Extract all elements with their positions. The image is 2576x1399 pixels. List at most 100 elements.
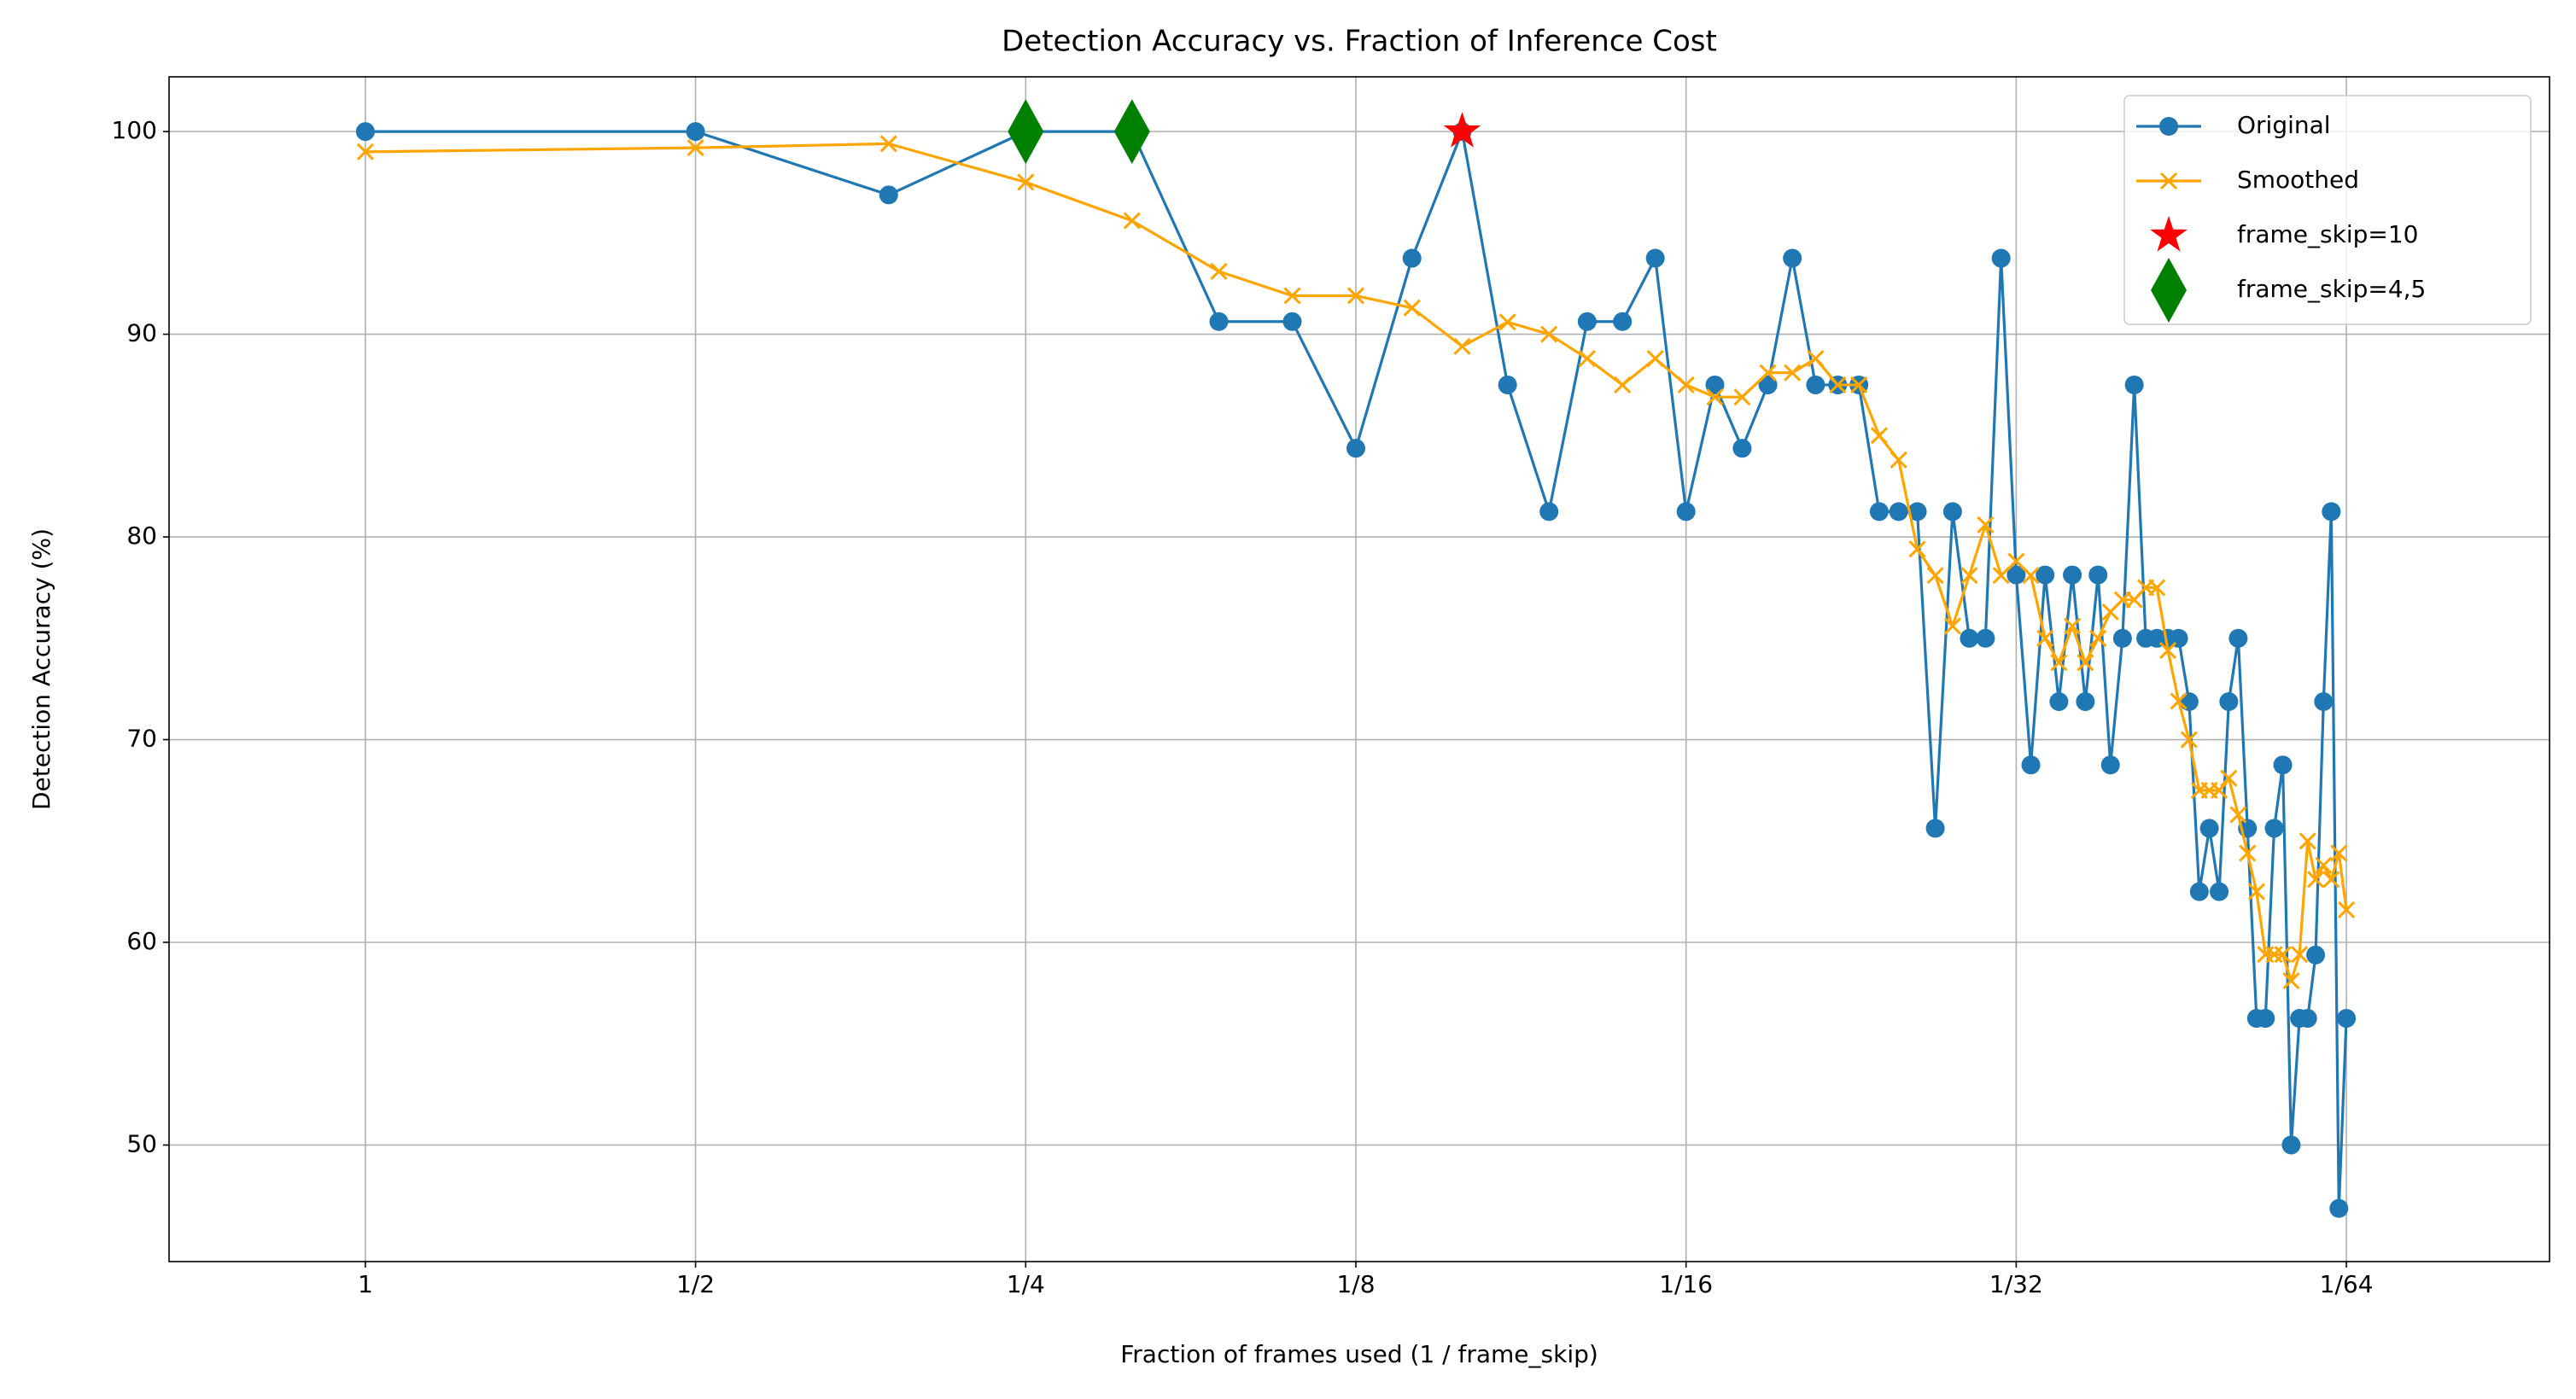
x-tick-label: 1/64 — [2320, 1270, 2374, 1298]
point — [1705, 375, 1725, 394]
legend-label: Original — [2237, 111, 2331, 139]
x-tick-label: 1/32 — [1989, 1270, 2043, 1298]
point — [2211, 781, 2228, 799]
point — [2148, 579, 2166, 597]
point — [2329, 1198, 2349, 1218]
legend-label: frame_skip=4,5 — [2237, 275, 2426, 303]
point — [1346, 439, 1365, 458]
point — [1977, 516, 1995, 533]
y-tick-label: 90 — [126, 319, 157, 347]
point — [1807, 350, 1825, 368]
point — [2322, 502, 2341, 522]
point — [1498, 375, 1517, 394]
point — [879, 135, 897, 153]
point — [686, 122, 705, 142]
point — [2273, 755, 2293, 775]
point — [2229, 806, 2247, 824]
point — [2291, 946, 2309, 964]
y-tick-label: 70 — [126, 725, 157, 753]
x-tick-label: 1 — [358, 1270, 373, 1298]
point — [1991, 248, 2011, 268]
point — [2170, 692, 2188, 710]
point — [2337, 1009, 2357, 1029]
point — [2282, 972, 2300, 990]
point — [2050, 654, 2068, 672]
point — [355, 122, 375, 142]
x-tick-label: 1/2 — [676, 1270, 715, 1298]
point — [1908, 540, 1926, 558]
point — [2089, 629, 2107, 647]
legend-label: Smoothed — [2237, 166, 2359, 194]
point — [2124, 375, 2144, 394]
point — [2100, 755, 2120, 775]
y-tick-label: 80 — [126, 522, 157, 550]
legend-marker — [2159, 117, 2178, 136]
point — [2021, 755, 2041, 775]
point — [1907, 502, 1927, 522]
point — [2036, 565, 2055, 585]
point — [1209, 312, 1229, 331]
point — [1676, 502, 1696, 522]
legend-label: frame_skip=10 — [2237, 220, 2418, 248]
point — [2219, 691, 2239, 711]
point — [1960, 567, 1978, 585]
point — [1943, 617, 1961, 635]
point — [1759, 364, 1777, 382]
point — [2022, 567, 2040, 585]
x-tick-label: 1/16 — [1659, 1270, 1713, 1298]
point — [2180, 731, 2198, 749]
point — [2228, 628, 2248, 648]
point — [2189, 882, 2209, 901]
point — [1346, 287, 1365, 305]
point — [1829, 376, 1847, 394]
point — [1889, 502, 1908, 522]
point — [1732, 439, 1752, 458]
point — [2274, 946, 2292, 964]
chart-title: Detection Accuracy vs. Fraction of Infer… — [1002, 25, 1717, 59]
point — [2314, 691, 2334, 711]
point — [1402, 248, 1422, 268]
point — [1870, 427, 1888, 445]
point — [2063, 565, 2082, 585]
point — [2112, 628, 2132, 648]
point — [879, 185, 898, 205]
point — [2007, 552, 2025, 570]
point — [2256, 1009, 2275, 1029]
legend-marker — [2159, 172, 2178, 190]
point — [2322, 871, 2340, 889]
legend-marker — [2150, 216, 2188, 252]
point — [2247, 883, 2265, 901]
point — [2179, 691, 2199, 711]
point — [1577, 312, 1597, 331]
point — [1976, 628, 1995, 648]
point — [1646, 350, 1664, 368]
point — [1613, 312, 1633, 331]
point — [2264, 819, 2284, 838]
point — [2220, 769, 2238, 787]
point — [1443, 112, 1481, 148]
point — [2239, 844, 2257, 862]
point — [1733, 388, 1751, 406]
point — [1869, 502, 1889, 522]
point — [1113, 99, 1150, 165]
point — [2076, 691, 2095, 711]
x-axis-label: Fraction of frames used (1 / frame_skip) — [1120, 1340, 1598, 1368]
point — [1539, 502, 1559, 522]
y-tick-label: 50 — [126, 1129, 157, 1157]
legend-marker — [2151, 258, 2187, 323]
point — [2330, 844, 2348, 862]
point — [1992, 567, 2010, 585]
point — [1783, 248, 1802, 268]
y-tick-label: 60 — [126, 927, 157, 955]
point — [356, 143, 374, 160]
point — [2306, 945, 2326, 965]
point — [2306, 871, 2325, 889]
point — [1210, 262, 1228, 281]
point — [2299, 832, 2316, 850]
point — [1282, 312, 1302, 331]
point — [2281, 1135, 2301, 1155]
point — [1403, 299, 1421, 317]
y-tick-label: 100 — [112, 116, 157, 144]
point — [1706, 388, 1724, 406]
point — [1850, 376, 1868, 394]
